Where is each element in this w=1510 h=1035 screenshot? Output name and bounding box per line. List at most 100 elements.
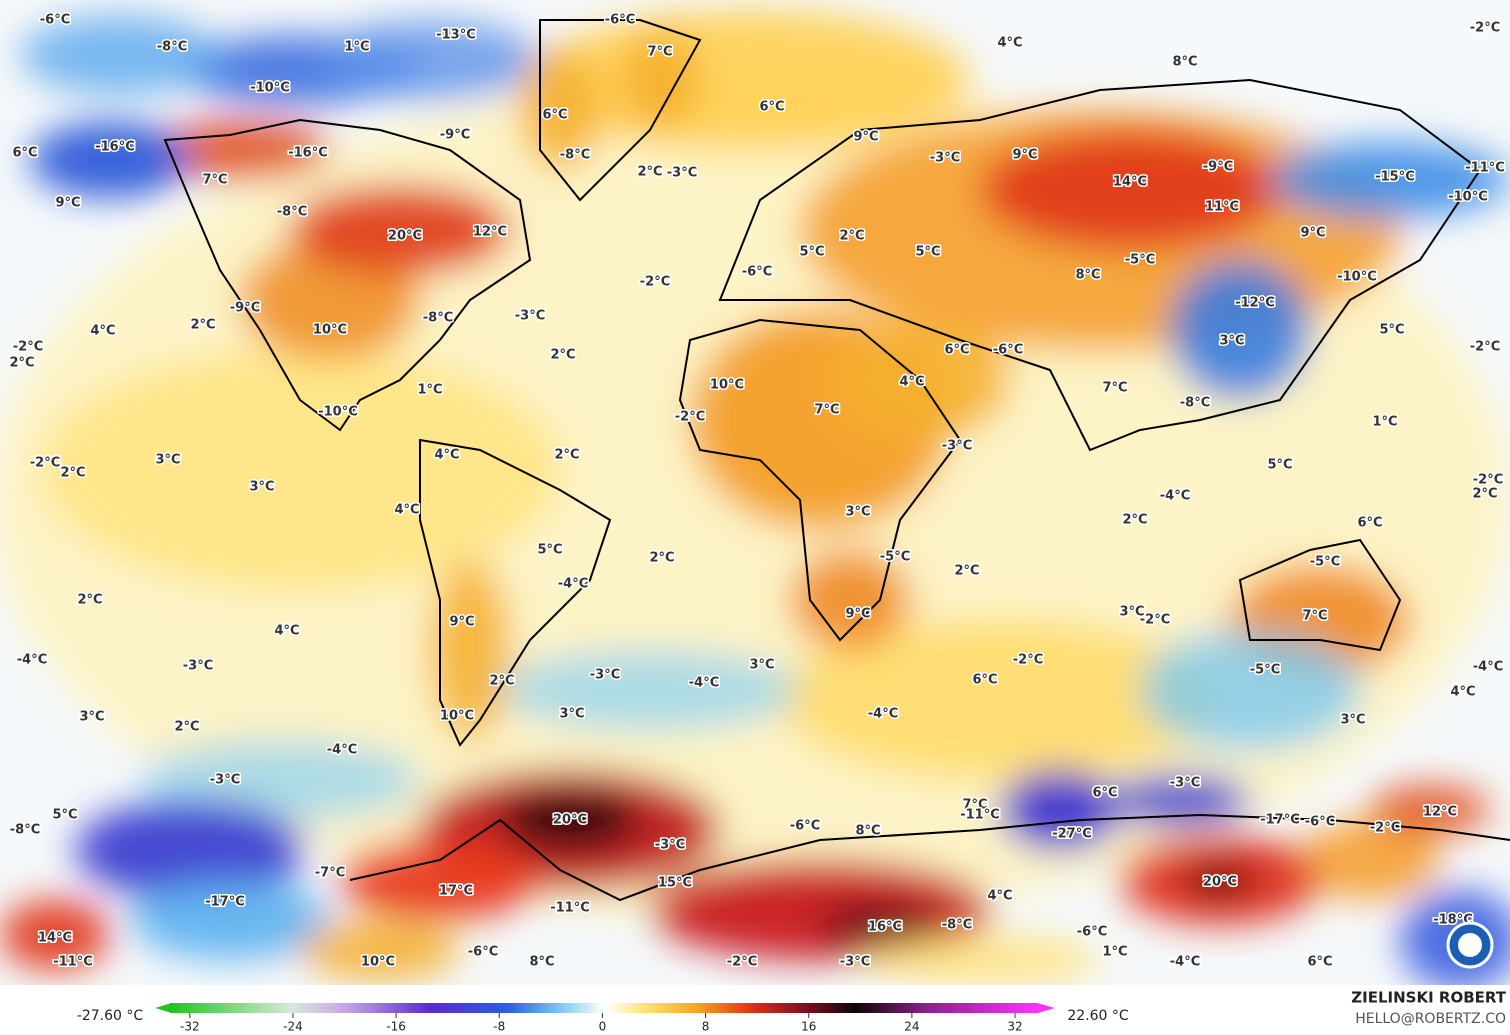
temperature-label: -16°C bbox=[288, 146, 328, 161]
temperature-label: -12°C bbox=[1235, 296, 1275, 311]
temperature-label: 5°C bbox=[537, 543, 562, 558]
temperature-label: 3°C bbox=[845, 505, 870, 520]
temperature-label: 12°C bbox=[473, 225, 507, 240]
temperature-label: 1°C bbox=[417, 383, 442, 398]
temperature-label: 14°C bbox=[38, 931, 72, 946]
temperature-label: 12°C bbox=[1423, 805, 1457, 820]
temperature-area bbox=[780, 620, 1220, 780]
temperature-label: 6°C bbox=[972, 673, 997, 688]
temperature-area bbox=[980, 130, 1280, 250]
temperature-label: 5°C bbox=[52, 808, 77, 823]
temperature-label: 1°C bbox=[1372, 415, 1397, 430]
temperature-label: -5°C bbox=[880, 550, 910, 565]
temperature-label: -16°C bbox=[95, 140, 135, 155]
temperature-label: 3°C bbox=[249, 480, 274, 495]
temperature-area bbox=[1182, 865, 1258, 895]
temperature-label: -2°C bbox=[675, 410, 705, 425]
temperature-label: -8°C bbox=[277, 205, 307, 220]
temperature-label: 2°C bbox=[174, 720, 199, 735]
temperature-label: 6°C bbox=[944, 343, 969, 358]
temperature-label: 3°C bbox=[559, 707, 584, 722]
temperature-label: 9°C bbox=[845, 607, 870, 622]
temperature-area bbox=[1300, 820, 1440, 900]
temperature-label: -2°C bbox=[1140, 613, 1170, 628]
temperature-area bbox=[0, 900, 110, 970]
temperature-label: 9°C bbox=[853, 130, 878, 145]
temperature-label: -2°C bbox=[1473, 473, 1503, 488]
temperature-label: -6°C bbox=[40, 13, 70, 28]
temperature-label: -9°C bbox=[1203, 160, 1233, 175]
temperature-label: 5°C bbox=[1267, 458, 1292, 473]
temperature-label: 3°C bbox=[1219, 334, 1244, 349]
temperature-label: 7°C bbox=[814, 403, 839, 418]
temperature-label: 3°C bbox=[1119, 605, 1144, 620]
temperature-label: 10°C bbox=[361, 955, 395, 970]
temperature-label: -15°C bbox=[1375, 170, 1415, 185]
temperature-label: 8°C bbox=[529, 955, 554, 970]
temperature-area bbox=[1170, 260, 1310, 400]
temperature-area bbox=[40, 350, 560, 590]
temperature-label: -9°C bbox=[230, 301, 260, 316]
temperature-label: -11°C bbox=[1465, 161, 1505, 176]
colorbar-tick-label: 8 bbox=[702, 1020, 710, 1034]
temperature-label: 5°C bbox=[915, 245, 940, 260]
temperature-label: 4°C bbox=[987, 889, 1012, 904]
temperature-label: 6°C bbox=[1307, 955, 1332, 970]
temperature-label: 4°C bbox=[274, 624, 299, 639]
temperature-label: 2°C bbox=[637, 165, 662, 180]
temperature-label: 7°C bbox=[647, 45, 672, 60]
temperature-label: 6°C bbox=[542, 108, 567, 123]
temperature-label: 10°C bbox=[440, 709, 474, 724]
temperature-label: 8°C bbox=[1172, 55, 1197, 70]
temperature-label: 6°C bbox=[759, 100, 784, 115]
temperature-label: -2°C bbox=[1370, 821, 1400, 836]
temperature-label: 4°C bbox=[394, 503, 419, 518]
temperature-label: 7°C bbox=[1102, 381, 1127, 396]
temperature-area bbox=[790, 550, 910, 650]
temperature-area bbox=[820, 905, 940, 945]
temperature-label: -2°C bbox=[30, 456, 60, 471]
temperature-label: -3°C bbox=[1170, 776, 1200, 791]
colorbar-max: 22.60 °C bbox=[1067, 1008, 1129, 1024]
temperature-label: -17°C bbox=[1260, 813, 1300, 828]
temperature-label: -4°C bbox=[1170, 955, 1200, 970]
colorbar-tick-label: -32 bbox=[180, 1020, 200, 1034]
temperature-label: -17°C bbox=[205, 895, 245, 910]
temperature-label: 9°C bbox=[55, 196, 80, 211]
temperature-label: 2°C bbox=[954, 564, 979, 579]
temperature-area bbox=[150, 120, 330, 180]
temperature-label: 5°C bbox=[1379, 323, 1404, 338]
temperature-label: 2°C bbox=[489, 674, 514, 689]
temperature-label: 6°C bbox=[1092, 786, 1117, 801]
temperature-label: 2°C bbox=[9, 356, 34, 371]
noaa-logo bbox=[1446, 921, 1494, 969]
temperature-label: -4°C bbox=[1473, 660, 1503, 675]
temperature-label: -3°C bbox=[840, 955, 870, 970]
temperature-label: -2°C bbox=[1013, 653, 1043, 668]
temperature-label: -3°C bbox=[515, 309, 545, 324]
temperature-label: 15°C bbox=[658, 876, 692, 891]
temperature-label: -13°C bbox=[436, 28, 476, 43]
temperature-label: 20°C bbox=[388, 229, 422, 244]
temperature-label: -10°C bbox=[1448, 190, 1488, 205]
temperature-label: -2°C bbox=[1470, 21, 1500, 36]
colorbar-tick-label: -24 bbox=[283, 1020, 303, 1034]
temperature-area bbox=[340, 840, 540, 920]
temperature-label: 6°C bbox=[1357, 516, 1382, 531]
colorbar-end bbox=[1037, 1003, 1055, 1013]
temperature-label: -8°C bbox=[157, 40, 187, 55]
temperature-label: -6°C bbox=[993, 343, 1023, 358]
temperature-label: -2°C bbox=[640, 275, 670, 290]
temperature-labels: -6°C -8°C 1°C -13°C -6°C 7°C 4°C -2°C 8°C -10°C 6°… bbox=[8, 11, 1506, 971]
temperature-label: -3°C bbox=[183, 659, 213, 674]
temperature-label: 2°C bbox=[1122, 513, 1147, 528]
temperature-label: -4°C bbox=[327, 743, 357, 758]
temperature-label: 5°C bbox=[799, 245, 824, 260]
temperature-label: 2°C bbox=[550, 348, 575, 363]
temperature-label: 16°C bbox=[868, 920, 902, 935]
temperature-label: -11°C bbox=[550, 901, 590, 916]
temperature-area bbox=[20, 15, 220, 95]
temperature-label: 8°C bbox=[855, 824, 880, 839]
temperature-label: 2°C bbox=[190, 318, 215, 333]
